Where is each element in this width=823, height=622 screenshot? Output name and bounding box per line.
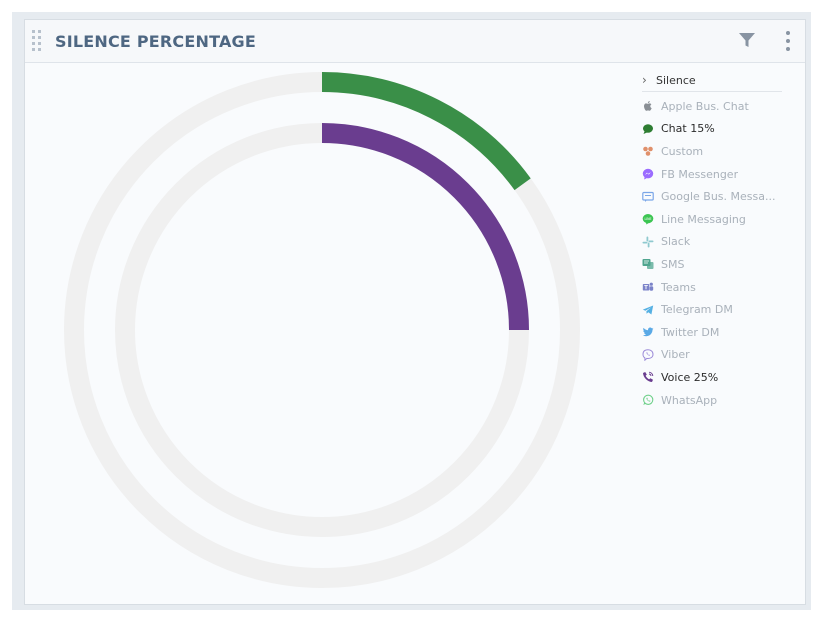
legend-item-label: Google Bus. Messa... [661,190,776,204]
drag-handle-icon[interactable] [31,30,43,52]
whatsapp-icon [642,394,654,406]
legend-item[interactable]: LINE Line Messaging [642,208,782,231]
viber-icon [642,349,654,361]
telegram-icon [642,304,654,316]
legend-item-label: Teams [661,280,696,294]
legend-group-toggle[interactable]: › Silence [642,69,782,92]
legend-item-label: Voice 25% [661,370,719,384]
legend-item[interactable]: Teams [642,276,782,299]
legend-item-label: SMS [661,257,685,271]
legend-item-label: Viber [661,348,690,362]
silence-percentage-widget: SILENCE PERCENTAGE › Silence Apple Bus. … [24,19,806,605]
legend-item-label: Chat 15% [661,122,715,136]
widget-title: SILENCE PERCENTAGE [55,32,256,51]
legend-item[interactable]: Voice 25% [642,366,782,389]
google-business-icon [642,191,654,203]
legend-item[interactable]: SMS [642,253,782,276]
legend-item[interactable]: Twitter DM [642,321,782,344]
donut-chart [64,72,580,588]
chat-icon [642,123,654,135]
legend-item[interactable]: Google Bus. Messa... [642,185,782,208]
legend-item-label: Line Messaging [661,212,746,226]
teams-icon [642,281,654,293]
donut-arc-voice[interactable] [321,123,529,331]
svg-text:LINE: LINE [644,217,651,221]
widget-header: SILENCE PERCENTAGE [25,20,805,63]
phone-icon [642,371,654,383]
legend-item[interactable]: Telegram DM [642,298,782,321]
legend-item-label: WhatsApp [661,393,718,407]
legend-item-label: Twitter DM [661,325,720,339]
chevron-right-icon: › [642,73,647,87]
legend-item-label: Custom [661,144,704,158]
more-vertical-icon[interactable] [783,30,793,52]
donut-arc-chat[interactable] [321,72,531,191]
legend-item[interactable]: Custom [642,140,782,163]
legend-item-label: Slack [661,235,691,249]
line-icon: LINE [642,213,654,225]
filter-icon[interactable] [737,30,757,50]
legend-item[interactable]: WhatsApp [642,389,782,412]
slack-icon [642,236,654,248]
legend-item[interactable]: Viber [642,344,782,367]
legend-item[interactable]: Slack [642,231,782,254]
apple-icon [642,100,654,112]
widget-body: › Silence Apple Bus. Chat Chat 15% Custom F… [25,63,805,604]
twitter-icon [642,326,654,338]
legend-item[interactable]: Apple Bus. Chat [642,95,782,118]
legend-item[interactable]: FB Messenger [642,163,782,186]
widget-frame: SILENCE PERCENTAGE › Silence Apple Bus. … [12,12,811,610]
legend-items: Apple Bus. Chat Chat 15% Custom FB Messenge… [642,95,782,411]
messenger-icon [642,168,654,180]
legend-item-label: Telegram DM [661,303,733,317]
legend-item-label: FB Messenger [661,167,739,181]
legend: › Silence Apple Bus. Chat Chat 15% Custom F… [642,69,782,411]
custom-icon [642,145,654,157]
sms-icon [642,258,654,270]
legend-item-label: Apple Bus. Chat [661,99,749,113]
legend-item[interactable]: Chat 15% [642,118,782,141]
legend-group-label: Silence [656,73,696,87]
